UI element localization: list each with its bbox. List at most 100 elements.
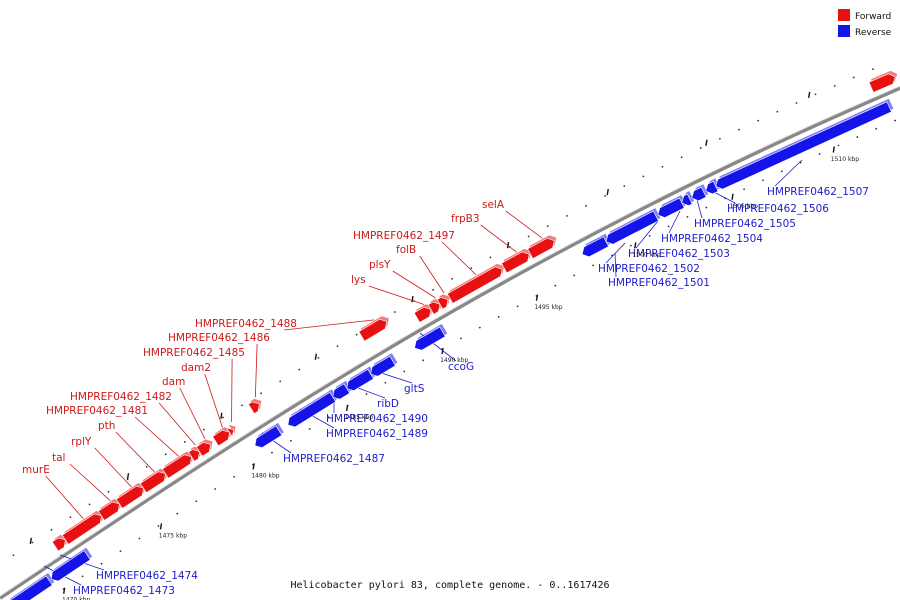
- reverse-gene-label: HMPREF0462_1487: [283, 453, 385, 465]
- forward-gene-label: frpB3: [451, 213, 480, 225]
- scale-dot: [686, 215, 689, 218]
- reverse-gene[interactable]: [414, 326, 446, 351]
- scale-dot: [432, 288, 434, 291]
- scale-dot: [88, 503, 91, 506]
- scale-dot: [50, 528, 53, 531]
- forward-leader: [419, 255, 445, 294]
- scale-dot: [762, 179, 764, 182]
- forward-leader: [179, 387, 206, 440]
- scale-dot: [852, 76, 855, 79]
- reverse-gene[interactable]: [7, 575, 53, 600]
- scale-dot: [814, 93, 817, 96]
- forward-gene[interactable]: [212, 429, 230, 447]
- reverse-gene[interactable]: [254, 425, 283, 448]
- scale-dot: [757, 119, 760, 122]
- scale-dot: [298, 368, 301, 371]
- forward-gene-label: HMPREF0462_1488: [195, 318, 297, 330]
- legend-forward-swatch[interactable]: [838, 9, 850, 21]
- scale-dot: [629, 244, 632, 247]
- scale-dot: [69, 516, 72, 518]
- forward-gene[interactable]: [139, 471, 166, 494]
- scale-label: 1500 kbp: [632, 252, 660, 259]
- scale-dot: [837, 144, 840, 147]
- forward-gene[interactable]: [196, 442, 211, 457]
- forward-gene[interactable]: [115, 485, 144, 509]
- reverse-gene-label: HMPREF0462_1501: [608, 277, 710, 289]
- reverse-leader: [774, 159, 803, 187]
- scale-dot: [176, 512, 179, 515]
- forward-gene-label: HMPREF0462_1497: [353, 230, 455, 242]
- forward-leader: [115, 431, 155, 473]
- forward-leader: [368, 285, 425, 305]
- reverse-gene-label: ccoG: [448, 361, 474, 373]
- forward-gene-label: dam2: [181, 362, 211, 374]
- scale-dot: [271, 451, 273, 454]
- scale-tick: [506, 241, 510, 249]
- scale-tick: [832, 146, 836, 153]
- forward-gene[interactable]: [61, 513, 102, 545]
- forward-gene[interactable]: [188, 449, 200, 462]
- scale-tick: [731, 193, 734, 200]
- forward-gene[interactable]: [868, 73, 896, 93]
- scale-dot: [818, 153, 821, 155]
- scale-labels: 1470 kbp 1475 kbp 1480 kbp 1485 kbp 1490 kbp…: [62, 156, 859, 600]
- scale-dot: [478, 326, 481, 329]
- forward-gene[interactable]: [427, 301, 441, 315]
- scale-tick: [314, 353, 318, 360]
- scale-dot: [289, 439, 292, 442]
- scale-tick: [535, 294, 539, 301]
- forward-gene[interactable]: [501, 251, 530, 274]
- scale-dot: [451, 278, 454, 280]
- scale-dot: [573, 274, 576, 277]
- scale-dot: [31, 541, 34, 544]
- forward-leader: [69, 463, 111, 502]
- reverse-gene[interactable]: [681, 193, 693, 206]
- forward-gene[interactable]: [51, 537, 66, 552]
- forward-gene[interactable]: [446, 266, 503, 304]
- scale-dot: [195, 500, 198, 503]
- legend-reverse-swatch[interactable]: [838, 25, 850, 37]
- reverse-gene-label: HMPREF0462_1503: [628, 248, 730, 260]
- reverse-gene[interactable]: [370, 355, 396, 377]
- forward-gene[interactable]: [527, 237, 555, 259]
- scale-dot: [648, 235, 651, 237]
- genome-backbone: [0, 86, 900, 600]
- forward-gene[interactable]: [436, 297, 449, 310]
- scale-dot: [661, 165, 664, 168]
- reverse-gene[interactable]: [50, 550, 91, 582]
- reverse-gene[interactable]: [605, 210, 659, 245]
- scale-dot: [365, 393, 368, 396]
- forward-gene-label: HMPREF0462_1485: [143, 347, 245, 359]
- scale-dot: [780, 170, 783, 173]
- forward-gene[interactable]: [247, 401, 260, 415]
- scale-dot: [107, 490, 110, 493]
- forward-gene[interactable]: [413, 306, 432, 323]
- scale-dot: [222, 416, 224, 419]
- scale-dot: [623, 185, 626, 187]
- scale-dot: [894, 119, 896, 122]
- scale-dot: [592, 264, 595, 267]
- scale-dot: [214, 488, 217, 490]
- reverse-gene[interactable]: [715, 101, 892, 190]
- scale-dot: [738, 128, 740, 131]
- forward-leader: [392, 270, 436, 299]
- legend-forward-label: Forward: [855, 12, 891, 22]
- reverse-gene-label: HMPREF0462_1474: [96, 570, 198, 582]
- forward-gene[interactable]: [162, 454, 192, 479]
- scale-dot: [554, 284, 557, 287]
- forward-leader: [505, 210, 543, 239]
- scale-tick: [126, 473, 130, 480]
- reverse-gene-label: HMPREF0462_1502: [598, 263, 700, 275]
- scale-tick: [705, 139, 708, 146]
- scale-dot: [12, 554, 15, 557]
- forward-leader: [45, 475, 84, 520]
- reverse-gene-label: ribD: [377, 398, 399, 410]
- forward-gene[interactable]: [358, 318, 388, 342]
- scale-dot: [680, 156, 683, 159]
- forward-gene-label: tal: [52, 452, 65, 464]
- forward-gene[interactable]: [97, 501, 120, 521]
- forward-gene[interactable]: [225, 427, 234, 438]
- reverse-gene[interactable]: [691, 186, 707, 202]
- legend-reverse-label: Reverse: [855, 28, 892, 38]
- scale-dot: [875, 127, 878, 130]
